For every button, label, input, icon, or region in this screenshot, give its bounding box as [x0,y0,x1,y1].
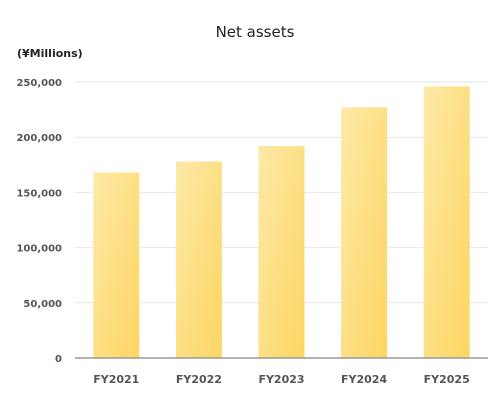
x-tick-label: FY2025 [424,373,470,386]
y-tick-label: 150,000 [16,188,62,199]
bar-fy2025 [423,86,470,358]
bars [93,86,470,358]
y-tick-label: 200,000 [16,133,62,144]
x-tick-label: FY2023 [258,373,304,386]
y-tick-label: 50,000 [23,299,62,310]
x-tick-label: FY2024 [341,373,387,386]
bar-fy2024 [341,107,388,358]
x-tick-label: FY2022 [176,373,222,386]
chart-title: Net assets [216,23,295,41]
bar-fy2022 [175,161,222,358]
y-axis-unit-label: (¥Millions) [17,47,83,60]
x-tick-label: FY2021 [93,373,139,386]
y-tick-label: 0 [55,354,62,365]
y-tick-label: 100,000 [16,244,62,255]
y-tick-labels: 0 50,000 100,000 150,000 200,000 250,000 [16,78,62,365]
y-tick-label: 250,000 [16,78,62,89]
x-tick-labels: FY2021 FY2022 FY2023 FY2024 FY2025 [93,373,470,386]
bar-fy2023 [258,146,305,358]
bar-fy2021 [93,172,140,358]
